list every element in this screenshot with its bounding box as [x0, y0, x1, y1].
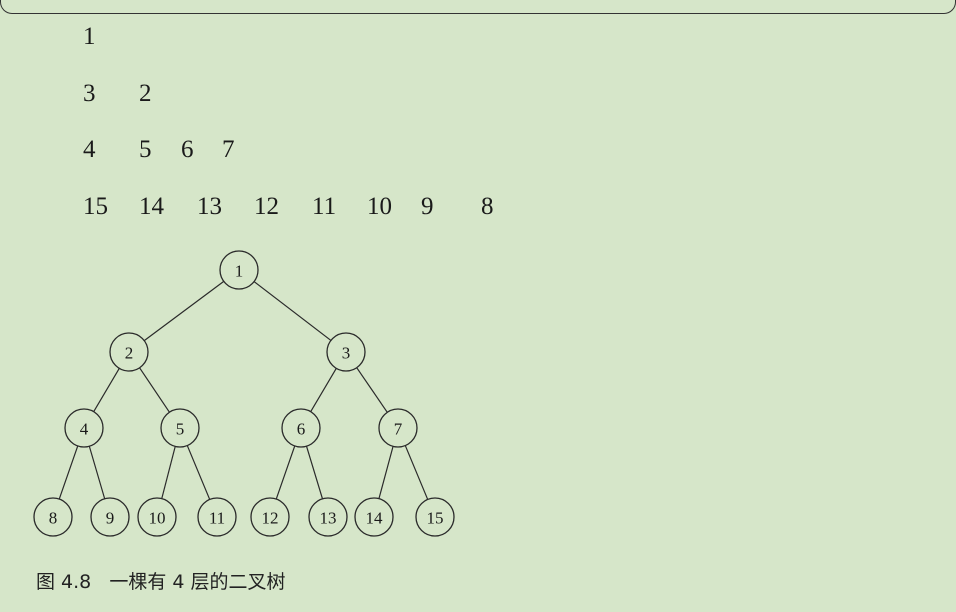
- tree-edge-7-14: [378, 446, 394, 499]
- row-4-item: 10: [367, 193, 392, 220]
- tree-node-14: 14: [354, 497, 394, 537]
- tree-node-13: 13: [308, 497, 348, 537]
- tree-node-label: 15: [427, 509, 444, 528]
- tree-node-circle: [137, 497, 177, 537]
- tree-edge-2-5: [139, 367, 170, 413]
- tree-node-circle: [109, 332, 149, 372]
- row-4-item: 12: [254, 193, 279, 220]
- row-3-item: 5: [139, 136, 152, 163]
- row-1-item: 1: [83, 23, 96, 50]
- row-3-item: 4: [83, 136, 96, 163]
- row-4-item: 13: [197, 193, 222, 220]
- tree-node-label: 8: [49, 509, 58, 528]
- tree-edge-6-13: [305, 446, 324, 499]
- tree-node-10: 10: [137, 497, 177, 537]
- tree-edge-1-2: [143, 280, 225, 342]
- tree-node-circle: [281, 408, 321, 448]
- row-4-item: 15: [83, 193, 108, 220]
- tree-node-label: 13: [320, 509, 337, 528]
- tree-node-circle: [308, 497, 348, 537]
- tree-edge-3-6: [310, 368, 337, 412]
- tree-node-circle: [250, 497, 290, 537]
- tree-node-9: 9: [90, 497, 130, 537]
- tree-node-7: 7: [378, 408, 418, 448]
- tree-edge-6-12: [275, 445, 296, 500]
- tree-node-circle: [160, 408, 200, 448]
- tree-node-3: 3: [326, 332, 366, 372]
- tree-node-circle: [415, 497, 455, 537]
- tree-node-label: 3: [342, 344, 351, 363]
- tree-node-label: 11: [209, 509, 225, 528]
- tree-node-circle: [64, 408, 104, 448]
- tree-edge-5-10: [161, 446, 176, 499]
- tree-node-circle: [354, 497, 394, 537]
- tree-edge-5-11: [186, 445, 211, 500]
- tree-node-label: 4: [80, 420, 89, 439]
- tree-node-label: 5: [176, 420, 185, 439]
- tree-node-label: 9: [106, 509, 115, 528]
- row-2-item: 2: [139, 80, 152, 107]
- tree-node-label: 10: [149, 509, 166, 528]
- tree-node-6: 6: [281, 408, 321, 448]
- tree-edge-7-15: [404, 445, 429, 500]
- tree-node-11: 11: [197, 497, 237, 537]
- tree-node-circle: [90, 497, 130, 537]
- tree-node-circle: [326, 332, 366, 372]
- tree-edge-4-9: [88, 446, 106, 499]
- row-4-item: 8: [481, 193, 494, 220]
- tree-node-12: 12: [250, 497, 290, 537]
- row-2-item: 3: [83, 80, 96, 107]
- row-4-item: 9: [421, 193, 434, 220]
- tree-node-circle: [33, 497, 73, 537]
- row-3-item: 6: [181, 136, 194, 163]
- tree-edge-3-7: [356, 367, 388, 413]
- tree-node-1: 1: [219, 250, 259, 290]
- row-4-item: 11: [312, 193, 337, 220]
- figure-caption: 图 4.8 一棵有 4 层的二叉树: [36, 571, 286, 593]
- tree-node-circle: [378, 408, 418, 448]
- tree-node-label: 6: [297, 420, 306, 439]
- tree-node-15: 15: [415, 497, 455, 537]
- row-3-item: 7: [222, 136, 235, 163]
- tree-edge-2-4: [93, 368, 120, 412]
- tree-node-8: 8: [33, 497, 73, 537]
- tree-edge-1-3: [253, 281, 332, 341]
- tree-node-5: 5: [160, 408, 200, 448]
- tree-node-circle: [219, 250, 259, 290]
- tree-node-label: 1: [235, 262, 244, 281]
- tree-node-label: 12: [262, 509, 279, 528]
- tree-node-label: 7: [394, 420, 403, 439]
- tree-node-2: 2: [109, 332, 149, 372]
- tree-node-label: 14: [366, 509, 384, 528]
- tree-node-circle: [197, 497, 237, 537]
- row-4-item: 14: [139, 193, 164, 220]
- tree-node-4: 4: [64, 408, 104, 448]
- tree-edge-4-8: [58, 445, 79, 500]
- tree-node-label: 2: [125, 344, 134, 363]
